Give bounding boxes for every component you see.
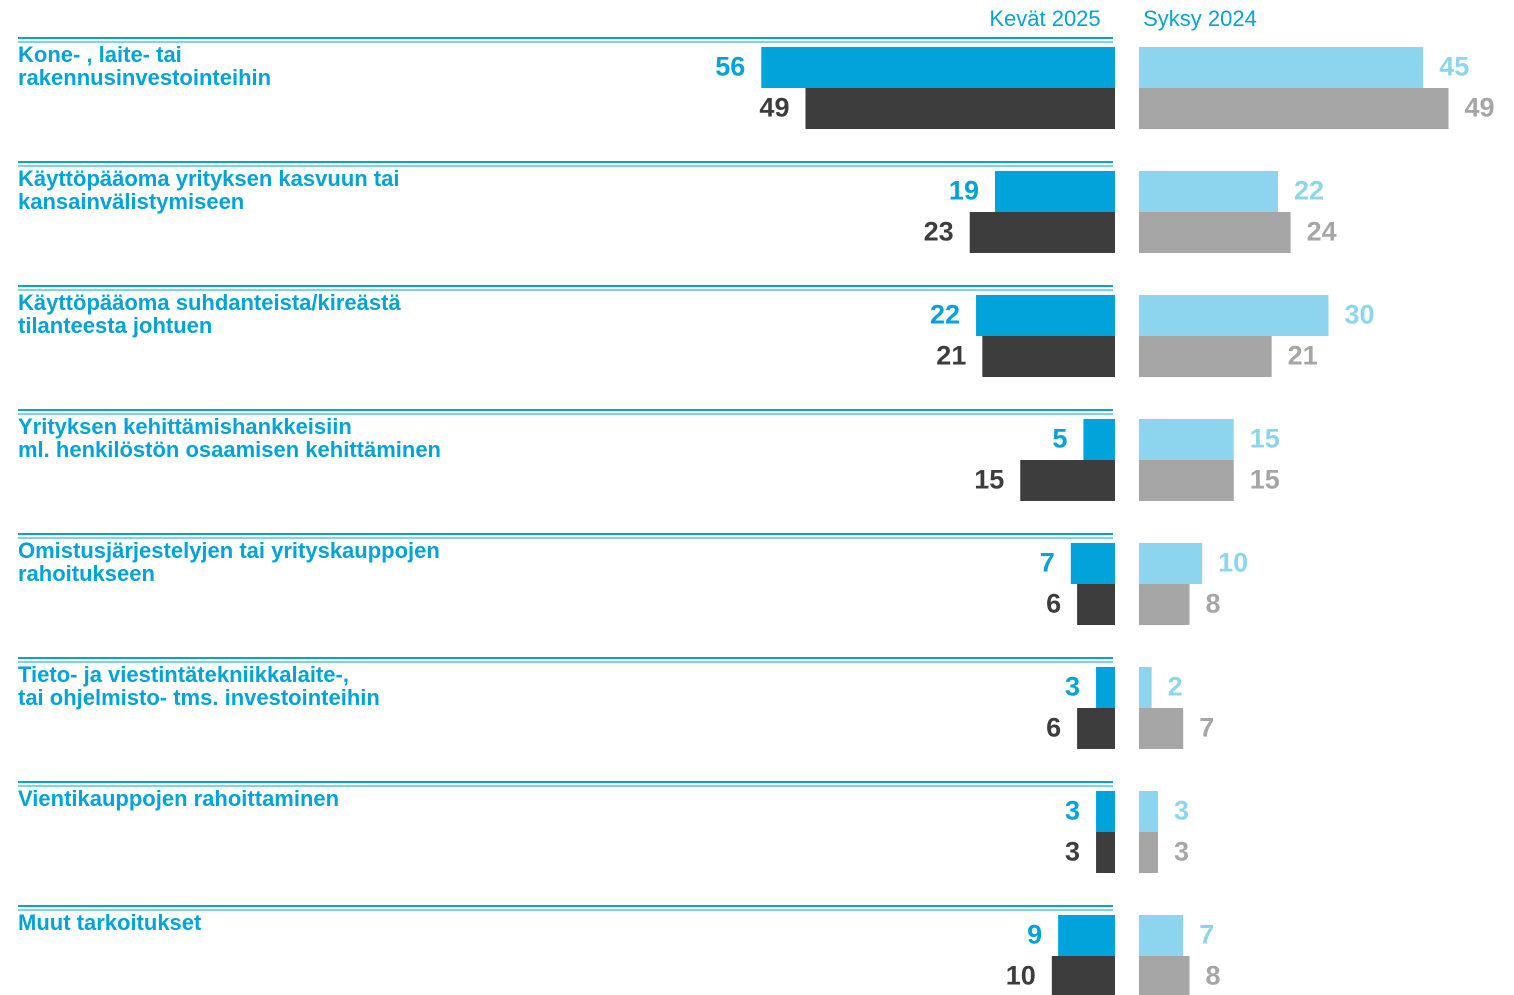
bar [1058, 915, 1115, 956]
value-label: 3 [1065, 837, 1080, 867]
bar [1139, 295, 1329, 336]
value-label: 5 [1052, 424, 1067, 454]
value-label: 21 [936, 341, 966, 371]
category-label: rakennusinvestointeihin [18, 65, 271, 90]
category-label: tai ohjelmisto- tms. investointeihin [18, 685, 380, 710]
bar [1139, 832, 1158, 873]
bar [1077, 584, 1115, 625]
value-label: 24 [1307, 217, 1337, 247]
bar [982, 336, 1115, 377]
value-label: 7 [1199, 920, 1214, 950]
bar [1139, 88, 1449, 129]
bar [1096, 667, 1115, 708]
bar [1139, 419, 1234, 460]
bar [1096, 791, 1115, 832]
bar [969, 212, 1115, 253]
value-label: 49 [759, 93, 789, 123]
value-label: 7 [1199, 713, 1214, 743]
value-label: 56 [715, 52, 745, 82]
bar [1083, 419, 1115, 460]
panel-header: Kevät 2025 [989, 6, 1100, 31]
category-label: Kone- , laite- tai [18, 42, 182, 67]
value-label: 6 [1046, 589, 1061, 619]
value-label: 45 [1439, 52, 1469, 82]
bar [1096, 832, 1115, 873]
value-label: 30 [1345, 300, 1375, 330]
value-label: 10 [1218, 548, 1248, 578]
bar [976, 295, 1115, 336]
panel-header: Syksy 2024 [1143, 6, 1257, 31]
value-label: 49 [1465, 93, 1495, 123]
value-label: 3 [1065, 796, 1080, 826]
bar [1139, 915, 1184, 956]
value-label: 23 [924, 217, 954, 247]
value-label: 3 [1174, 837, 1189, 867]
category-label: kansainvälistymiseen [18, 189, 244, 214]
value-label: 2 [1168, 672, 1183, 702]
value-label: 9 [1027, 920, 1042, 950]
category-label: Omistusjärjestelyjen tai yrityskauppojen [18, 538, 440, 563]
bar [1139, 171, 1278, 212]
value-label: 15 [1250, 465, 1280, 495]
value-label: 8 [1206, 961, 1221, 991]
value-label: 21 [1288, 341, 1318, 371]
bar [1139, 708, 1184, 749]
bar [805, 88, 1115, 129]
category-label: tilanteesta johtuen [18, 313, 212, 338]
bar [994, 171, 1115, 212]
bar [1139, 543, 1203, 584]
bar [1139, 47, 1424, 88]
value-label: 22 [1294, 176, 1324, 206]
bar [1077, 708, 1115, 749]
bar [1139, 460, 1234, 501]
category-label: Vientikauppojen rahoittaminen [18, 786, 339, 811]
bar [1051, 956, 1115, 995]
value-label: 7 [1040, 548, 1055, 578]
value-label: 8 [1206, 589, 1221, 619]
category-label: Tieto- ja viestintätekniikkalaite-, [18, 662, 349, 687]
value-label: 15 [1250, 424, 1280, 454]
value-label: 10 [1006, 961, 1036, 991]
category-label: Yrityksen kehittämishankkeisiin [18, 414, 352, 439]
value-label: 3 [1065, 672, 1080, 702]
bar [1020, 460, 1115, 501]
bar [1139, 584, 1190, 625]
value-label: 6 [1046, 713, 1061, 743]
bar [1139, 667, 1152, 708]
value-label: 15 [974, 465, 1004, 495]
category-label: ml. henkilöstön osaamisen kehittäminen [18, 437, 441, 462]
value-label: 19 [949, 176, 979, 206]
bar [1139, 791, 1158, 832]
category-label: Käyttöpääoma suhdanteista/kireästä [18, 290, 401, 315]
bar [1070, 543, 1115, 584]
value-label: 3 [1174, 796, 1189, 826]
bar [1139, 212, 1291, 253]
bar [1139, 336, 1272, 377]
value-label: 22 [930, 300, 960, 330]
bar [1139, 956, 1190, 995]
bar [761, 47, 1115, 88]
category-label: Käyttöpääoma yrityksen kasvuun tai [18, 166, 399, 191]
category-label: Muut tarkoitukset [18, 910, 202, 935]
category-label: rahoitukseen [18, 561, 155, 586]
